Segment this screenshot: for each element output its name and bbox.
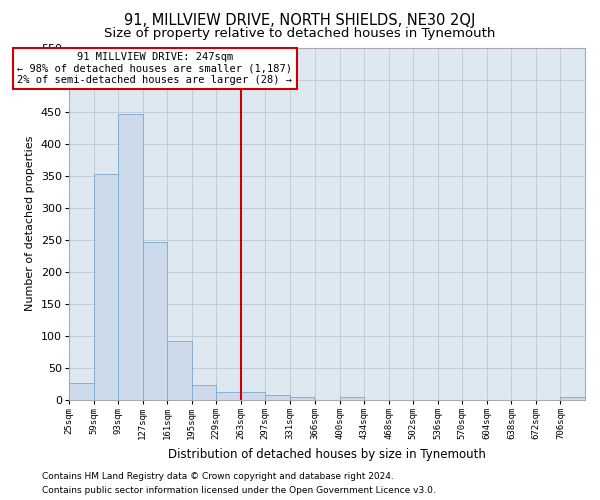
Text: Contains public sector information licensed under the Open Government Licence v3: Contains public sector information licen… <box>42 486 436 495</box>
Bar <box>216 392 241 400</box>
Bar <box>191 384 216 400</box>
Bar <box>290 397 314 400</box>
Bar <box>143 242 167 400</box>
Bar <box>340 397 364 400</box>
Y-axis label: Number of detached properties: Number of detached properties <box>25 136 35 312</box>
Bar <box>241 392 265 400</box>
Text: 91, MILLVIEW DRIVE, NORTH SHIELDS, NE30 2QJ: 91, MILLVIEW DRIVE, NORTH SHIELDS, NE30 … <box>124 12 476 28</box>
Text: Size of property relative to detached houses in Tynemouth: Size of property relative to detached ho… <box>104 28 496 40</box>
Bar <box>69 382 94 400</box>
Text: Contains HM Land Registry data © Crown copyright and database right 2024.: Contains HM Land Registry data © Crown c… <box>42 472 394 481</box>
Bar <box>167 341 191 400</box>
Bar <box>560 397 585 400</box>
Bar <box>265 395 290 400</box>
Bar <box>118 114 143 400</box>
Text: 91 MILLVIEW DRIVE: 247sqm
← 98% of detached houses are smaller (1,187)
2% of sem: 91 MILLVIEW DRIVE: 247sqm ← 98% of detac… <box>17 52 292 85</box>
Bar <box>94 174 118 400</box>
X-axis label: Distribution of detached houses by size in Tynemouth: Distribution of detached houses by size … <box>168 448 486 460</box>
